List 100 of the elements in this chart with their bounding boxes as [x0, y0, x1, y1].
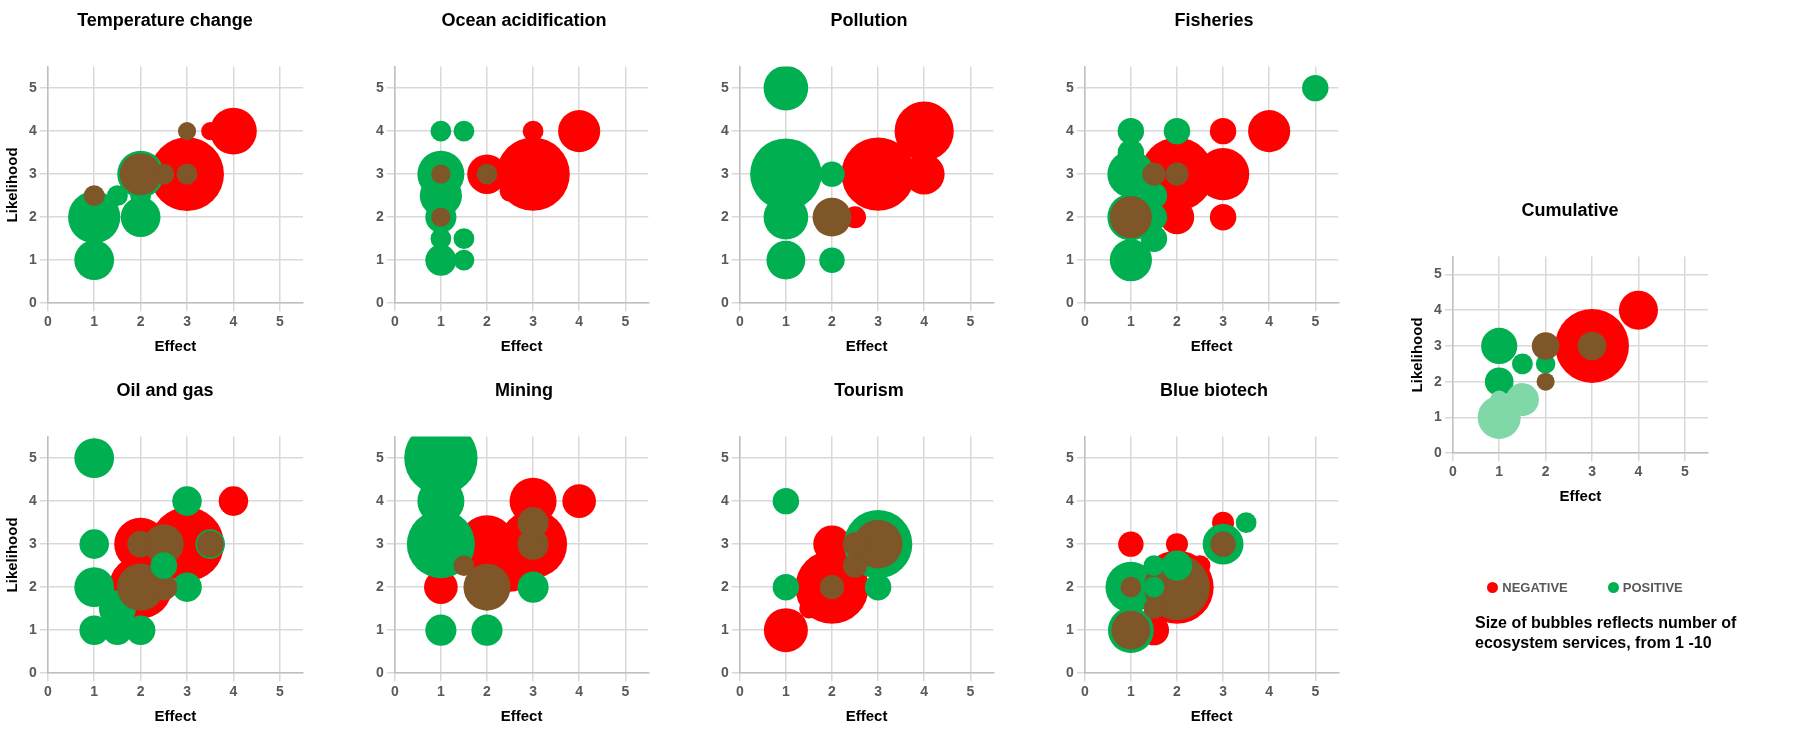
y-tick-label: 2 — [375, 208, 384, 225]
x-tick-label: 4 — [229, 313, 238, 330]
y-tick-label: 5 — [28, 448, 37, 465]
y-tick-label: 2 — [1065, 578, 1074, 595]
y-tick-label: 2 — [28, 578, 37, 595]
legend-label: NEGATIVE — [1502, 580, 1568, 595]
chart-title: Temperature change — [77, 9, 253, 30]
x-tick-label: 2 — [483, 313, 492, 330]
x-tick-label: 5 — [275, 683, 284, 700]
x-tick-label: 1 — [1495, 463, 1504, 480]
x-tick-label: 3 — [874, 683, 883, 700]
x-tick-label: 4 — [1634, 463, 1643, 480]
x-tick-label: 5 — [275, 313, 284, 330]
y-tick-label: 3 — [720, 165, 729, 181]
x-axis-title: Effect — [1190, 337, 1233, 355]
x-tick-label: 5 — [1311, 683, 1320, 700]
y-axis-title: Likelihood — [3, 147, 21, 223]
legend-label: POSITIVE — [1622, 580, 1683, 595]
y-tick-label: 5 — [1065, 448, 1074, 465]
x-tick-label: 1 — [436, 313, 445, 330]
y-tick-label: 1 — [1433, 408, 1442, 425]
x-tick-label: 0 — [1448, 463, 1457, 480]
y-tick-label: 0 — [375, 664, 384, 681]
x-tick-label: 3 — [529, 683, 538, 700]
x-tick-label: 1 — [781, 683, 790, 700]
y-tick-label: 3 — [28, 165, 37, 181]
y-tick-label: 3 — [1433, 336, 1442, 353]
x-tick-label: 5 — [966, 683, 975, 700]
x-axis-title: Effect — [845, 707, 888, 725]
y-tick-label: 3 — [375, 535, 384, 551]
y-tick-label: 3 — [720, 535, 729, 551]
y-tick-label: 4 — [375, 491, 384, 508]
y-tick-label: 5 — [28, 78, 37, 95]
y-tick-label: 1 — [1065, 621, 1074, 638]
chart-title: Cumulative — [1521, 199, 1619, 220]
x-axis-title: Effect — [500, 707, 543, 725]
x-tick-label: 2 — [136, 683, 145, 700]
x-axis-title: Effect — [1559, 487, 1602, 505]
x-tick-label: 0 — [43, 313, 52, 330]
y-tick-label: 5 — [720, 448, 729, 465]
y-tick-label: 5 — [720, 78, 729, 95]
x-tick-label: 4 — [1265, 683, 1274, 700]
x-tick-label: 4 — [575, 683, 584, 700]
x-tick-label: 2 — [828, 683, 837, 700]
x-axis-title: Effect — [1190, 707, 1233, 725]
chart-title: Oil and gas — [116, 379, 214, 400]
chart-title: Mining — [495, 379, 553, 400]
x-tick-label: 0 — [43, 683, 52, 700]
x-tick-label: 4 — [229, 683, 238, 700]
x-tick-label: 2 — [1173, 683, 1182, 700]
y-tick-label: 4 — [28, 491, 37, 508]
chart-title: Pollution — [830, 9, 908, 30]
y-axis-title: Likelihood — [1408, 317, 1426, 393]
x-tick-label: 1 — [90, 313, 99, 330]
y-tick-label: 0 — [720, 294, 729, 311]
x-tick-label: 0 — [1080, 313, 1089, 330]
y-tick-label: 0 — [1065, 294, 1074, 311]
y-tick-label: 4 — [28, 121, 37, 138]
x-tick-label: 1 — [90, 683, 99, 700]
y-tick-label: 3 — [375, 165, 384, 181]
x-axis-title: Effect — [500, 337, 543, 355]
y-tick-label: 4 — [720, 121, 729, 138]
x-tick-label: 0 — [1080, 683, 1089, 700]
y-tick-label: 4 — [720, 491, 729, 508]
y-tick-label: 0 — [375, 294, 384, 311]
x-tick-label: 3 — [183, 313, 192, 330]
x-axis-title: Effect — [154, 337, 197, 355]
y-tick-label: 4 — [375, 121, 384, 138]
text: Size of bubbles reflects number of ecosystem services, from 1 -10 — [1475, 613, 1738, 653]
y-tick-label: 1 — [28, 251, 37, 268]
y-tick-label: 4 — [1065, 121, 1074, 138]
x-tick-label: 0 — [390, 313, 399, 330]
x-tick-label: 5 — [966, 313, 975, 330]
x-tick-label: 2 — [483, 683, 492, 700]
y-tick-label: 0 — [1433, 444, 1442, 461]
x-tick-label: 4 — [920, 683, 929, 700]
x-tick-label: 2 — [1541, 463, 1550, 480]
y-axis-title: Likelihood — [3, 517, 21, 593]
x-tick-label: 1 — [781, 313, 790, 330]
y-tick-label: 5 — [375, 78, 384, 95]
x-axis-title: Effect — [154, 707, 197, 725]
x-tick-label: 4 — [1265, 313, 1274, 330]
x-tick-label: 3 — [1219, 313, 1228, 330]
y-tick-label: 3 — [28, 535, 37, 551]
y-tick-label: 1 — [375, 621, 384, 638]
x-tick-label: 3 — [1219, 683, 1228, 700]
x-tick-label: 1 — [1126, 313, 1135, 330]
y-tick-label: 4 — [1433, 301, 1442, 318]
y-tick-label: 1 — [720, 621, 729, 638]
y-tick-label: 2 — [1433, 372, 1442, 389]
y-tick-label: 3 — [1065, 535, 1074, 551]
x-tick-label: 5 — [621, 313, 630, 330]
x-tick-label: 2 — [1173, 313, 1182, 330]
x-tick-label: 2 — [136, 313, 145, 330]
x-tick-label: 5 — [1311, 313, 1320, 330]
chart-title: Ocean acidification — [441, 9, 607, 30]
y-tick-label: 0 — [28, 294, 37, 311]
x-tick-label: 0 — [735, 313, 744, 330]
y-tick-label: 1 — [1065, 251, 1074, 268]
x-tick-label: 3 — [874, 313, 883, 330]
